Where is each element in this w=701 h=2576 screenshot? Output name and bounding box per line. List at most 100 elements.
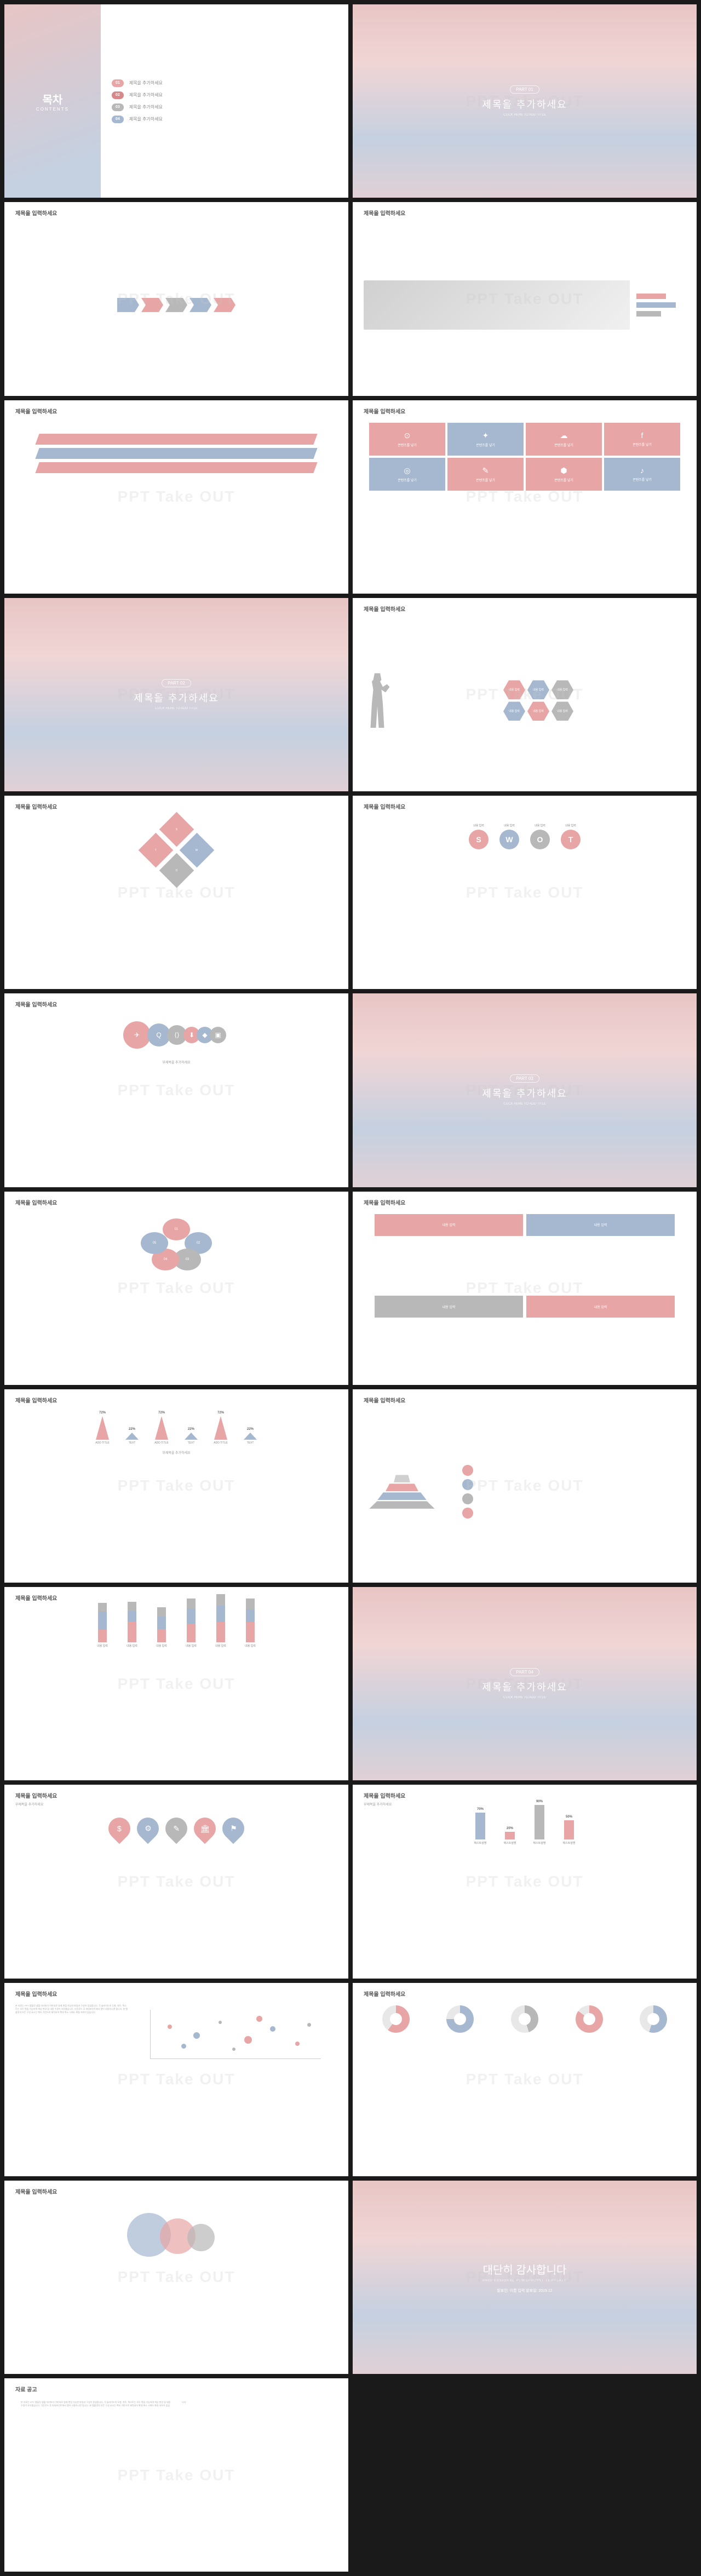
thanks-title: 대단히 감사합니다 (483, 2261, 567, 2277)
slide-grid: 목차 CONTENTS 01제목을 추가하세요02제목을 추가하세요03제목을 … (4, 4, 697, 2572)
tile-icon: ♪ (640, 466, 644, 475)
step-arrow (189, 298, 211, 312)
announce-title: 자료 공고 (4, 2378, 348, 2395)
toc-item: 04제목을 추가하세요 (112, 116, 337, 123)
thanks-sub1: PROFESSIONAL POWERPOINT TEMPLATE (482, 2279, 567, 2282)
donut-chart (576, 2005, 603, 2033)
bar-label: ADD TITLE (154, 1441, 168, 1445)
toc-heading-en: CONTENTS (36, 107, 69, 112)
percent-bars: 70%텍스트설명20%텍스트설명90%텍스트설명50%텍스트설명 (353, 1807, 697, 1850)
slide-title: 제목을 입력하세요 (4, 1983, 348, 2000)
bar-label: 내용 입력 (97, 1644, 108, 1648)
donut-col (451, 1459, 484, 1524)
toc-item: 01제목을 추가하세요 (112, 79, 337, 87)
tile-label: 콘텐츠를 넣기 (633, 477, 652, 482)
bar-label: 텍스트설명 (562, 1841, 575, 1845)
bar-column: 72%ADD TITLE (210, 1411, 232, 1445)
announce-body: 본 자료는 PPT 템플릿 샘플 미리보기 이미지로 실제 편집 가능한 파일과… (4, 2395, 348, 2567)
diamond-label: O (176, 869, 178, 872)
bar-seg (157, 1617, 166, 1629)
teardrop-icon: ⚙ (145, 1824, 152, 1833)
swot-item: 내용 입력 O (530, 824, 550, 849)
petal-cluster: 0102030405 (138, 1218, 215, 1273)
venn-diagram (122, 2207, 231, 2262)
bar (564, 1820, 574, 1839)
quad-block: 내용 입력 (526, 1214, 675, 1236)
slide-diamonds: 제목을 입력하세요 SWOT PPT Take OUT (4, 796, 348, 989)
stacked-bar-col: 내용 입력 (121, 1602, 143, 1648)
tile-icon: ⬢ (560, 466, 567, 475)
stacked-bar-col: 내용 입력 (239, 1599, 261, 1648)
hex: 내용 입력 (503, 680, 525, 699)
bar-label: 내용 입력 (186, 1644, 197, 1648)
petal: 05 (141, 1232, 168, 1254)
slide-toc: 목차 CONTENTS 01제목을 추가하세요02제목을 추가하세요03제목을 … (4, 4, 348, 198)
lorem-text: 본 자료는 PPT 템플릿 샘플 미리보기 이미지로 실제 편집 가능한 파일과… (15, 2004, 128, 2167)
ribbon (35, 462, 317, 473)
part-sub: CLICK HERE TO ADD TITLE (503, 1696, 546, 1699)
quad-block: 내용 입력 (375, 1214, 523, 1236)
subtitle: 부제목을 추가하세요 (4, 1450, 348, 1455)
subtitle: 부제목을 추가하세요 (353, 1802, 697, 1807)
tile-label: 콘텐츠를 넣기 (554, 478, 573, 482)
tile-icon: f (641, 431, 643, 440)
stacked-bar-col: 내용 입력 (210, 1594, 232, 1648)
hex: 내용 입력 (551, 702, 573, 721)
swot-label: 내용 입력 (565, 824, 576, 827)
swot-badge: O (530, 830, 550, 849)
bar-value: 72% (99, 1411, 106, 1415)
ribbon (35, 448, 317, 459)
city-bar (636, 302, 676, 308)
person-silhouette (364, 673, 391, 728)
bar-column: 72%ADD TITLE (151, 1411, 173, 1445)
ribbons-container (4, 417, 348, 490)
toc-sidebar: 목차 CONTENTS (4, 4, 101, 198)
slide-title: 제목을 입력하세요 (4, 796, 348, 813)
bar (535, 1805, 544, 1839)
bar (475, 1813, 485, 1839)
donut-chart (640, 2005, 667, 2033)
slide-title: 제목을 입력하세요 (353, 598, 697, 615)
part-sub: CLICK HERE TO ADD TITLE (503, 1102, 546, 1106)
stacked-bar-col: 내용 입력 (91, 1603, 113, 1648)
slide-ribbons: 제목을 입력하세요 PPT Take OUT (4, 400, 348, 594)
subtitle: 부제목을 추가하세요 (4, 1802, 348, 1807)
slide-thanks: 대단히 감사합니다 PROFESSIONAL POWERPOINT TEMPLA… (353, 2181, 697, 2374)
bar-seg (187, 1624, 196, 1642)
swot-badge: T (561, 830, 581, 849)
slide-tiles: 제목을 입력하세요 ⊙콘텐츠를 넣기✦콘텐츠를 넣기☁콘텐츠를 넣기f콘텐츠를 … (353, 400, 697, 594)
bar-label: TEXT (247, 1441, 254, 1445)
tile-label: 콘텐츠를 넣기 (633, 442, 652, 447)
pyramid-row (386, 1484, 418, 1491)
triangle-bars: 72%ADD TITLE22%TEXT72%ADD TITLE22%TEXT72… (4, 1406, 348, 1450)
part-badge: PART 02 (162, 679, 191, 687)
pct-bar-col: 50%텍스트설명 (558, 1815, 580, 1845)
tile: ⬢ 콘텐츠를 넣기 (526, 458, 602, 491)
slide-quads: 제목을 입력하세요 내용 입력내용 입력내용 입력내용 입력 PPT Take … (353, 1192, 697, 1385)
watermark: PPT Take OUT (118, 1675, 235, 1693)
bar-label: ADD TITLE (95, 1441, 109, 1445)
watermark: PPT Take OUT (466, 884, 584, 901)
swot-label: 내용 입력 (535, 824, 545, 827)
part-title: 제목을 추가하세요 (482, 97, 567, 111)
watermark: PPT Take OUT (118, 1082, 235, 1099)
donut-row (353, 2000, 697, 2038)
triangle-bar (214, 1416, 227, 1440)
toc-label: 제목을 추가하세요 (129, 92, 163, 98)
bar-seg (98, 1603, 107, 1611)
bar-seg (216, 1622, 225, 1642)
bar-label: 내용 입력 (127, 1644, 137, 1648)
slide-title: 제목을 입력하세요 (4, 400, 348, 417)
swot-label: 내용 입력 (504, 824, 515, 827)
bar-label: 내용 입력 (215, 1644, 226, 1648)
bar-seg (128, 1611, 136, 1622)
teardrop-icon: $ (117, 1824, 122, 1833)
stacked-bars: 내용 입력내용 입력내용 입력내용 입력내용 입력내용 입력 (4, 1604, 348, 1653)
tile-icon: ⊙ (404, 431, 411, 440)
bar-column: 72% ADD TITLE (91, 1411, 113, 1445)
ribbon (35, 434, 317, 445)
tile: ⊙콘텐츠를 넣기 (369, 423, 445, 456)
slide-part-04: PART 04 제목을 추가하세요 CLICK HERE TO ADD TITL… (353, 1587, 697, 1780)
stacked-bar-col: 내용 입력 (151, 1607, 173, 1648)
city-bars (636, 294, 686, 317)
